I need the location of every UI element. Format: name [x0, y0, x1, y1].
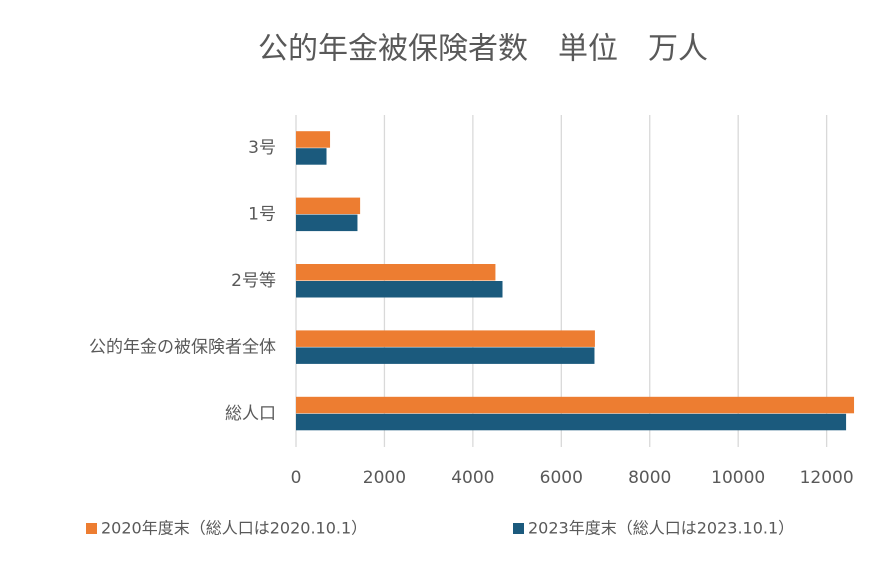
bar	[296, 330, 595, 347]
legend-label: 2023年度末（総人口は2023.10.1）	[528, 519, 794, 538]
x-tick-label: 6000	[540, 468, 583, 488]
legend-swatch	[513, 523, 524, 534]
x-tick-label: 12000	[800, 468, 854, 488]
bar	[296, 413, 847, 431]
chart-title: 公的年金被保険者数 単位 万人	[258, 32, 708, 67]
bar	[296, 264, 496, 281]
bar	[296, 148, 327, 165]
y-tick-label: 3号	[248, 138, 276, 158]
bar	[296, 281, 503, 298]
bar	[296, 347, 595, 364]
y-tick-label: 公的年金の被保険者全体	[89, 337, 276, 357]
legend-swatch	[86, 523, 97, 534]
bar	[296, 131, 331, 148]
bar	[296, 396, 855, 414]
y-tick-label: 2号等	[231, 271, 276, 291]
x-tick-label: 0	[291, 468, 302, 488]
bar	[296, 214, 358, 232]
y-tick-label: 総人口	[225, 404, 276, 424]
bar	[296, 197, 361, 215]
x-tick-label: 8000	[628, 468, 671, 488]
x-tick-label: 2000	[363, 468, 406, 488]
x-tick-label: 10000	[711, 468, 765, 488]
y-tick-label: 1号	[248, 205, 276, 225]
x-tick-label: 4000	[451, 468, 494, 488]
legend-label: 2020年度末（総人口は2020.10.1）	[101, 519, 367, 538]
